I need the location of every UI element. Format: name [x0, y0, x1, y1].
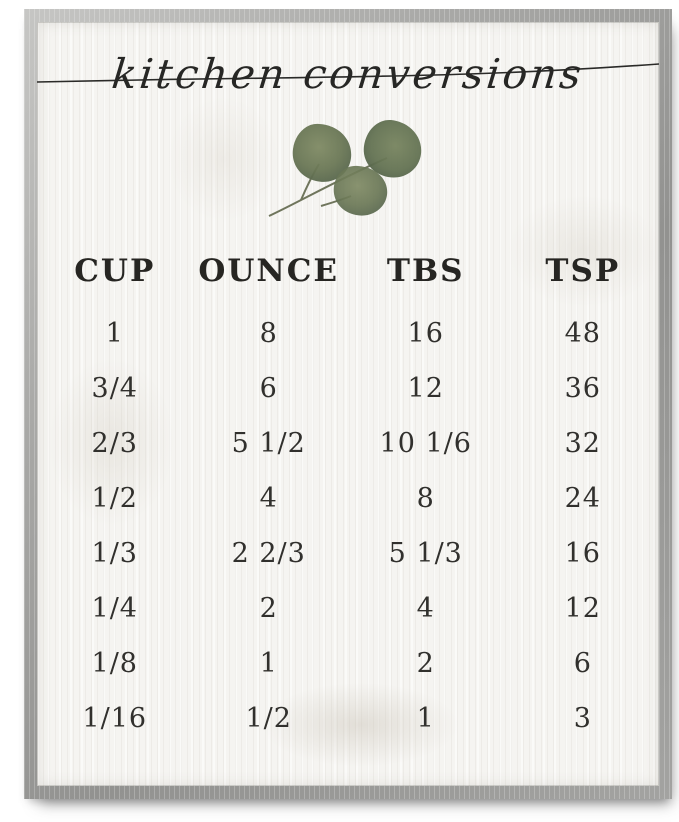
table-cell: 48 — [564, 318, 601, 349]
table-cell: 1 — [105, 318, 124, 349]
picture-frame: kitchen conversions — [24, 9, 672, 799]
table-cell: 32 — [564, 428, 601, 459]
table-row: 3/4 6 12 36 — [37, 361, 659, 416]
table-cell: 5 1/2 — [231, 428, 306, 459]
column-header: OUNCE — [198, 253, 340, 289]
table-row: 1/2 4 8 24 — [37, 471, 659, 526]
table-row: 1/4 2 4 12 — [37, 581, 659, 636]
table-cell: 8 — [416, 483, 435, 514]
table-cell: 4 — [259, 483, 278, 514]
table-cell: 2 — [416, 648, 435, 679]
conversion-table: CUP OUNCE TBS TSP 1 8 16 48 3/4 6 12 36 2/3 5 1/2 10 … — [37, 236, 659, 746]
table-cell: 4 — [416, 593, 435, 624]
table-cell: 3 — [573, 703, 592, 734]
table-cell: 1/8 — [91, 648, 138, 679]
column-header: CUP — [74, 253, 156, 289]
eucalyptus-leaves-icon — [268, 119, 422, 217]
column-header: TBS — [386, 253, 465, 289]
table-cell: 36 — [564, 373, 601, 404]
poster-canvas: kitchen conversions — [37, 22, 659, 786]
table-cell: 2 2/3 — [231, 538, 306, 569]
table-cell: 2/3 — [91, 428, 138, 459]
column-header: TSP — [545, 253, 621, 289]
table-cell: 3/4 — [91, 373, 138, 404]
table-row: 2/3 5 1/2 10 1/6 32 — [37, 416, 659, 471]
table-cell: 1 — [416, 703, 435, 734]
table-cell: 6 — [573, 648, 592, 679]
table-row: 1/3 2 2/3 5 1/3 16 — [37, 526, 659, 581]
table-cell: 12 — [407, 373, 444, 404]
table-cell: 1 — [259, 648, 278, 679]
table-cell: 1/2 — [91, 483, 138, 514]
table-row: 1 8 16 48 — [37, 306, 659, 361]
table-cell: 1/16 — [82, 703, 148, 734]
table-cell: 8 — [259, 318, 278, 349]
conversion-table-body: 1 8 16 48 3/4 6 12 36 2/3 5 1/2 10 1/6 32 1/2 4 8 24 1/3… — [37, 306, 659, 746]
table-cell: 12 — [564, 593, 601, 624]
title-flourish-line — [37, 63, 659, 83]
table-row: 1/16 1/2 1 3 — [37, 691, 659, 746]
table-cell: 16 — [407, 318, 444, 349]
leaf-illustration-wrap — [37, 116, 659, 220]
title-section: kitchen conversions — [37, 36, 659, 116]
table-header-row: CUP OUNCE TBS TSP — [37, 236, 659, 306]
table-cell: 16 — [564, 538, 601, 569]
table-cell: 5 1/3 — [388, 538, 463, 569]
table-cell: 1/2 — [245, 703, 292, 734]
table-row: 1/8 1 2 6 — [37, 636, 659, 691]
artwork-title: kitchen conversions — [109, 50, 587, 98]
table-cell: 6 — [259, 373, 278, 404]
table-cell: 2 — [259, 593, 278, 624]
table-cell: 10 1/6 — [379, 428, 472, 459]
table-cell: 1/3 — [91, 538, 138, 569]
table-cell: 1/4 — [91, 593, 138, 624]
table-cell: 24 — [564, 483, 601, 514]
